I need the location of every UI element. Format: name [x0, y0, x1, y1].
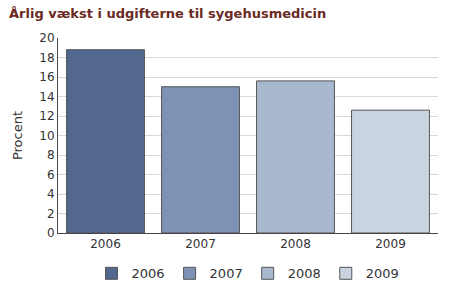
- svg-text:14: 14: [39, 90, 54, 104]
- svg-text:2009: 2009: [375, 237, 406, 251]
- svg-text:2008: 2008: [280, 237, 311, 251]
- svg-text:10: 10: [39, 129, 54, 143]
- svg-text:18: 18: [39, 51, 54, 65]
- svg-text:16: 16: [39, 70, 54, 84]
- svg-text:12: 12: [39, 109, 54, 123]
- svg-text:4: 4: [47, 187, 55, 201]
- svg-text:2006: 2006: [132, 266, 165, 281]
- svg-text:8: 8: [47, 148, 55, 162]
- svg-text:2008: 2008: [288, 266, 321, 281]
- svg-text:Procent: Procent: [10, 111, 25, 160]
- svg-text:2007: 2007: [210, 266, 243, 281]
- svg-text:2007: 2007: [185, 237, 216, 251]
- svg-text:2006: 2006: [90, 237, 121, 251]
- svg-text:6: 6: [47, 168, 55, 182]
- svg-text:0: 0: [47, 226, 55, 240]
- svg-text:Årlig vækst i udgifterne til s: Årlig vækst i udgifterne til sygehusmedi…: [9, 6, 326, 21]
- svg-text:2009: 2009: [366, 266, 399, 281]
- svg-text:2: 2: [47, 207, 55, 221]
- svg-text:20: 20: [39, 31, 54, 45]
